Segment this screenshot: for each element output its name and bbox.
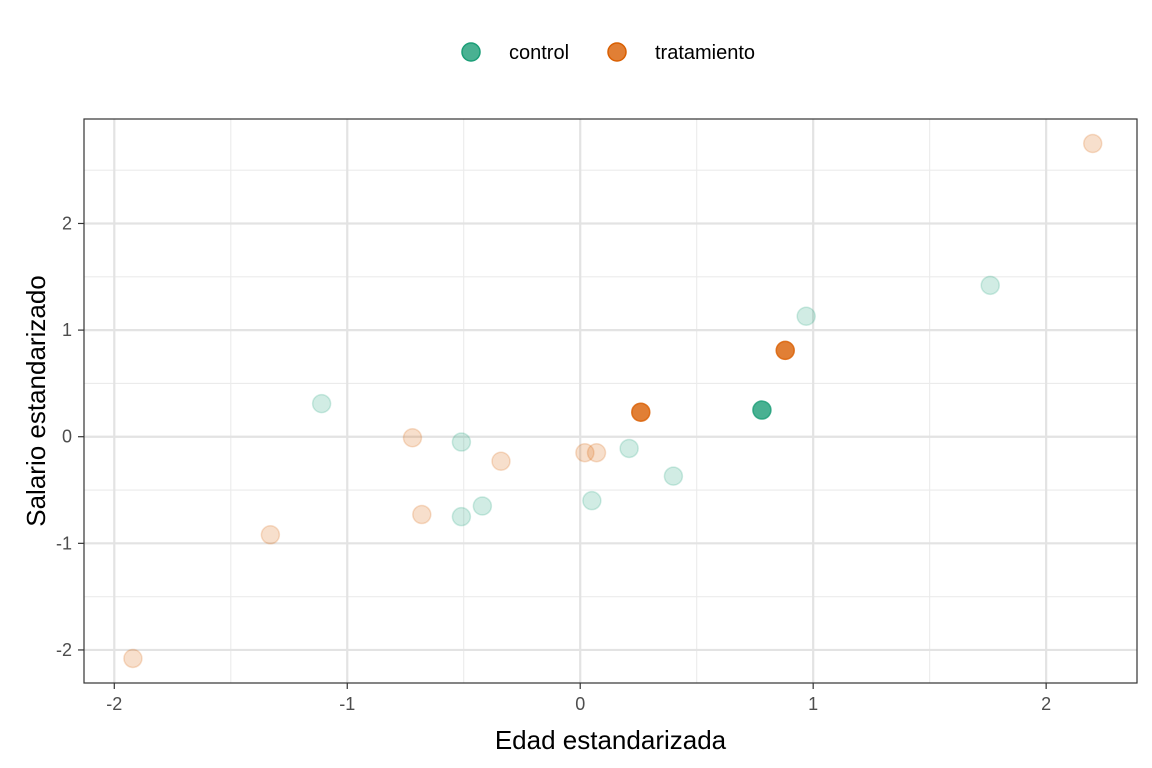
data-point-control xyxy=(582,490,602,511)
data-point-tratamiento xyxy=(123,648,143,669)
y-axis: -2 -1 0 1 2 xyxy=(56,213,84,660)
legend-label-control: control xyxy=(509,42,569,64)
data-point-control xyxy=(451,432,472,452)
data-point-tratamiento xyxy=(775,340,795,361)
data-point-tratamiento xyxy=(260,525,281,545)
data-point-control xyxy=(752,400,772,420)
data-point-control xyxy=(663,466,684,486)
legend-label-tratamiento: tratamiento xyxy=(655,42,755,64)
data-point-tratamiento xyxy=(412,504,432,525)
data-points xyxy=(123,133,1103,669)
y-tick-label: -2 xyxy=(56,640,72,660)
x-tick-label: -1 xyxy=(339,694,355,714)
grid-lines xyxy=(84,119,1137,683)
data-point-control xyxy=(796,306,816,326)
x-axis: -2 -1 0 1 2 xyxy=(106,683,1051,714)
y-tick-label: -1 xyxy=(56,533,72,553)
data-point-tratamiento xyxy=(402,428,423,448)
y-tick-label: 0 xyxy=(62,427,72,447)
data-point-control xyxy=(451,506,472,527)
legend: control tratamiento xyxy=(461,42,755,64)
legend-key-tratamiento xyxy=(607,42,627,62)
y-tick-label: 2 xyxy=(62,213,72,233)
data-point-control xyxy=(472,496,493,516)
data-point-control xyxy=(311,393,332,414)
data-point-control xyxy=(980,275,1000,296)
y-axis-title: Salario estandarizado xyxy=(21,275,51,527)
y-tick-label: 1 xyxy=(62,320,72,340)
x-axis-title: Edad estandarizada xyxy=(495,725,727,755)
x-tick-label: 2 xyxy=(1041,694,1051,714)
data-point-tratamiento xyxy=(491,451,511,471)
data-point-tratamiento xyxy=(1082,133,1103,154)
data-point-tratamiento xyxy=(575,442,595,463)
data-point-tratamiento xyxy=(586,442,607,463)
x-tick-label: -2 xyxy=(106,694,122,714)
data-point-control xyxy=(619,438,639,459)
data-point-tratamiento xyxy=(631,402,651,422)
legend-key-control xyxy=(461,42,481,62)
x-tick-label: 1 xyxy=(808,694,818,714)
plot-panel-border xyxy=(83,118,1138,684)
x-tick-label: 0 xyxy=(575,694,585,714)
